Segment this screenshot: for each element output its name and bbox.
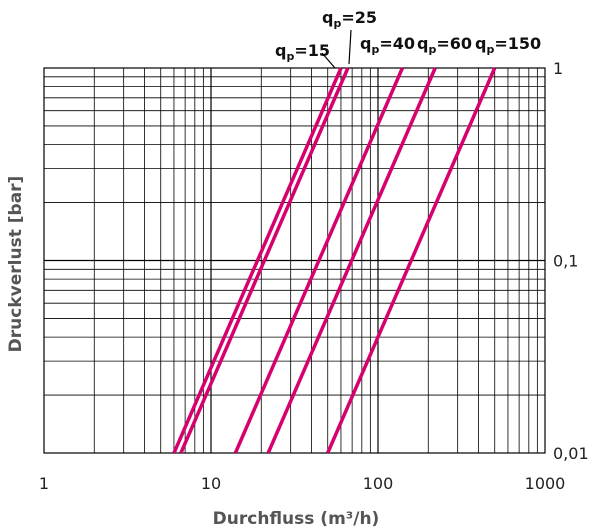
series-line-qp-60 [266,67,437,453]
series-label-qp-25: qp=25 [322,8,377,30]
pressure-loss-curves [172,67,497,453]
y-tick-label: 0,1 [553,252,578,271]
series-line-qp-25 [179,67,350,453]
series-label-qp-60: qp=60 [417,34,472,56]
x-tick-label: 1000 [525,474,566,493]
series-label-qp-15: qp=15 [275,41,330,63]
tick-labels: 1 10 100 1000 1 0,1 0,01 [39,59,589,493]
label-leader-line [321,52,336,69]
y-tick-label: 1 [553,59,563,78]
y-axis-title: Druckverlust [bar] [6,176,26,353]
x-tick-label: 1 [39,474,49,493]
x-axis-title: Durchfluss (m³/h) [213,509,380,529]
series-label-qp-40: qp=40 [360,34,415,56]
series-line-qp-15 [172,67,343,453]
series-line-qp-150 [326,67,497,453]
label-leader-line [348,29,352,65]
y-tick-label: 0,01 [553,444,589,463]
series-labels: qp=15 qp=25 qp=40 qp=60 qp=150 [275,8,541,69]
x-tick-label: 100 [363,474,394,493]
x-tick-label: 10 [201,474,221,493]
series-line-qp-40 [233,67,405,453]
series-label-qp-150: qp=150 [475,34,541,56]
